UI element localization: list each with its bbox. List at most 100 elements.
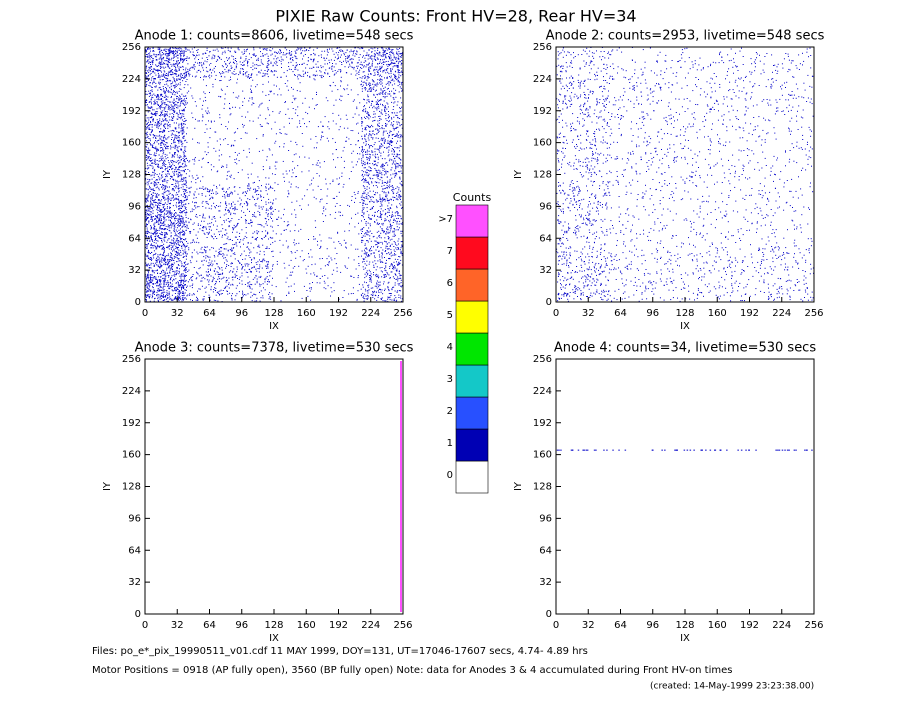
pixel — [162, 204, 164, 205]
pixel — [152, 159, 154, 161]
pixel — [185, 158, 187, 160]
pixel — [400, 183, 402, 185]
pixel — [157, 235, 159, 237]
pixel — [146, 136, 148, 138]
pixel — [365, 232, 366, 234]
pixel — [157, 290, 159, 292]
pixel — [159, 227, 161, 229]
pixel — [385, 172, 387, 174]
pixel — [161, 209, 163, 211]
pixel — [320, 268, 322, 270]
pixel — [162, 196, 164, 198]
pixel — [201, 252, 203, 254]
pixel — [380, 215, 382, 217]
pixel — [260, 297, 262, 299]
pixel — [346, 247, 347, 249]
pixel — [212, 276, 214, 278]
pixel — [272, 237, 274, 239]
pixel — [165, 232, 167, 234]
pixel — [173, 54, 175, 56]
pixel — [153, 228, 155, 230]
pixel — [182, 157, 184, 159]
pixel — [362, 64, 363, 66]
pixel — [369, 209, 371, 210]
pixel — [153, 227, 155, 229]
pixel — [164, 189, 165, 191]
pixel — [226, 175, 228, 177]
pixel — [378, 174, 380, 176]
pixel — [157, 221, 159, 223]
pixel — [212, 216, 214, 218]
pixel — [185, 207, 187, 208]
pixel — [260, 59, 262, 61]
pixel — [207, 71, 209, 73]
pixel — [255, 268, 257, 270]
pixel — [217, 56, 219, 58]
pixel — [264, 289, 266, 291]
pixel — [333, 66, 335, 68]
pixel — [160, 273, 161, 274]
pixel — [291, 87, 292, 89]
pixel — [385, 125, 387, 127]
pixel — [160, 101, 162, 103]
pixel — [194, 58, 196, 60]
pixel — [195, 215, 197, 217]
pixel — [348, 138, 350, 140]
pixel — [149, 282, 151, 283]
pixel — [184, 208, 186, 210]
pixel — [400, 167, 402, 169]
pixel — [280, 300, 282, 302]
pixel — [398, 256, 400, 257]
pixel — [194, 160, 196, 162]
pixel — [207, 142, 209, 144]
pixel — [270, 298, 272, 300]
pixel — [185, 180, 187, 182]
pixel — [390, 57, 392, 59]
pixel — [159, 233, 161, 234]
pixel — [284, 83, 286, 84]
pixel — [302, 50, 304, 52]
pixel — [373, 94, 375, 96]
pixel — [151, 68, 153, 70]
pixel — [382, 104, 383, 106]
pixel — [362, 209, 364, 210]
pixel — [269, 236, 271, 238]
pixel — [247, 76, 249, 77]
pixel — [205, 257, 207, 259]
pixel — [387, 151, 389, 153]
pixel — [382, 93, 384, 95]
pixel — [391, 264, 393, 266]
pixel — [394, 136, 396, 137]
pixel — [147, 107, 149, 109]
pixel — [150, 200, 151, 202]
pixel — [155, 238, 156, 240]
pixel — [147, 282, 149, 284]
pixel — [352, 293, 354, 294]
pixel — [384, 275, 386, 277]
pixel — [175, 212, 177, 214]
pixel — [387, 231, 389, 233]
pixel — [398, 147, 400, 149]
pixel — [349, 59, 351, 61]
pixel — [195, 105, 197, 107]
pixel — [165, 148, 167, 150]
pixel — [155, 202, 157, 204]
pixel — [270, 270, 272, 272]
pixel — [336, 270, 338, 272]
pixel — [169, 73, 171, 75]
pixel — [149, 213, 151, 215]
pixel — [150, 82, 151, 84]
pixel — [265, 73, 267, 75]
pixel — [398, 261, 400, 263]
pixel — [308, 239, 309, 240]
pixel — [194, 101, 196, 103]
pixel — [267, 64, 269, 66]
pixel — [384, 214, 386, 216]
pixel — [371, 206, 373, 208]
pixel — [316, 162, 318, 164]
pixel — [206, 49, 208, 51]
pixel — [177, 63, 179, 65]
pixel — [361, 242, 363, 243]
pixel — [152, 247, 154, 249]
pixel — [256, 278, 258, 280]
